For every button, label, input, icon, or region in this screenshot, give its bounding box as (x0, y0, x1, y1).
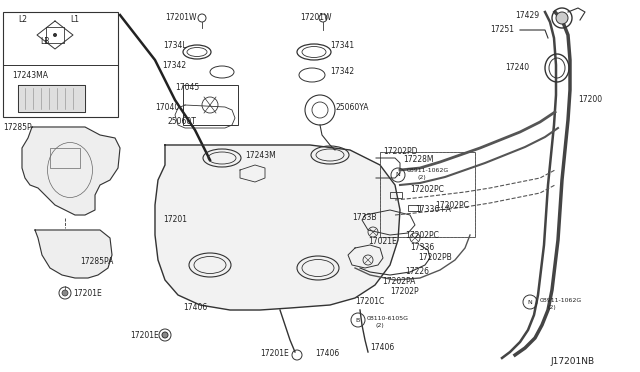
Bar (183, 85, 238, 125)
Text: L1: L1 (70, 16, 79, 25)
Text: (2): (2) (548, 305, 557, 311)
Text: 17285PA: 17285PA (80, 257, 113, 266)
Circle shape (62, 290, 68, 296)
Text: LB: LB (40, 38, 49, 46)
Circle shape (54, 33, 56, 36)
Text: 17243M: 17243M (245, 151, 276, 160)
Text: 08110-6105G: 08110-6105G (367, 315, 409, 321)
Bar (380, 152, 475, 237)
Text: 08911-1062G: 08911-1062G (407, 167, 449, 173)
Text: 17202PA: 17202PA (382, 278, 415, 286)
Text: 17045: 17045 (175, 83, 199, 93)
Text: B: B (356, 317, 360, 323)
Text: 17285P: 17285P (3, 122, 31, 131)
Text: 17201E: 17201E (260, 349, 289, 357)
Text: 17228M: 17228M (403, 155, 433, 164)
Text: 17201W: 17201W (165, 13, 196, 22)
Text: (2): (2) (376, 324, 385, 328)
Text: J17201NB: J17201NB (551, 357, 595, 366)
Polygon shape (35, 230, 112, 278)
Circle shape (556, 12, 568, 24)
Text: 17201C: 17201C (355, 298, 384, 307)
Text: 17429: 17429 (515, 10, 539, 19)
Polygon shape (18, 85, 85, 112)
Text: (2): (2) (418, 176, 427, 180)
Text: 17202PC: 17202PC (435, 201, 469, 209)
Text: 08911-1062G: 08911-1062G (540, 298, 582, 302)
Text: 17406: 17406 (370, 343, 394, 353)
Text: 1733B: 1733B (352, 214, 376, 222)
Text: 17201W: 17201W (300, 13, 332, 22)
Bar (50, 148, 80, 168)
Text: 17202P: 17202P (390, 288, 419, 296)
Text: 17406: 17406 (315, 349, 339, 357)
Text: 17202PB: 17202PB (418, 253, 452, 263)
Text: L2: L2 (18, 16, 27, 25)
Text: 17202PC: 17202PC (410, 186, 444, 195)
Bar (408, 205, 420, 211)
Text: 17021E: 17021E (368, 237, 397, 247)
Bar (390, 192, 402, 198)
Text: N: N (527, 299, 532, 305)
Text: 17341: 17341 (330, 41, 354, 49)
Text: 17202PC: 17202PC (405, 231, 439, 240)
Text: 17406: 17406 (183, 304, 207, 312)
Text: 17202PD: 17202PD (383, 148, 417, 157)
Text: 17336: 17336 (410, 244, 435, 253)
Text: 25060YA: 25060YA (335, 103, 369, 112)
Text: 17251: 17251 (490, 26, 514, 35)
Text: 17201E: 17201E (130, 330, 159, 340)
Circle shape (162, 332, 168, 338)
Text: 17040: 17040 (155, 103, 179, 112)
Text: 17342: 17342 (330, 67, 354, 77)
Text: 17201: 17201 (163, 215, 187, 224)
Bar (3, 12, 118, 117)
Text: 17243MA: 17243MA (12, 71, 48, 80)
Polygon shape (22, 127, 120, 215)
Polygon shape (155, 145, 400, 310)
Text: 17336+A: 17336+A (415, 205, 451, 215)
Text: 17240: 17240 (505, 64, 529, 73)
Text: 17201E: 17201E (73, 289, 102, 298)
Text: 1734L: 1734L (163, 41, 187, 49)
Text: 25060T: 25060T (167, 118, 196, 126)
Text: N: N (396, 173, 401, 177)
Text: 17200: 17200 (578, 96, 602, 105)
Text: 17342: 17342 (162, 61, 186, 70)
Text: 17226: 17226 (405, 267, 429, 276)
